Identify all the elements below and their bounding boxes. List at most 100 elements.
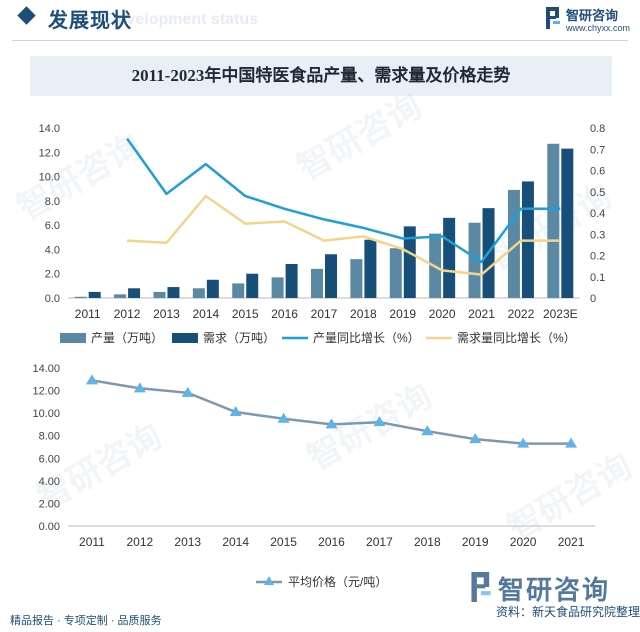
price-marker <box>517 437 530 448</box>
y-right-tick-label: 0 <box>590 293 596 305</box>
footer-tagline: 精品报告 · 专项定制 · 品质服务 <box>10 615 162 627</box>
price-marker <box>373 416 386 427</box>
demand-bar <box>128 288 141 298</box>
diamond-icon <box>17 6 36 25</box>
price-marker <box>277 412 290 423</box>
demand-bar <box>443 217 456 298</box>
page-footer: 精品报告 · 专项定制 · 品质服务 <box>0 604 640 632</box>
production-bar <box>74 296 87 298</box>
y-tick-label: 0.00 <box>39 521 60 533</box>
x-tick-label: 2018 <box>414 535 441 549</box>
demand-bar <box>167 287 180 298</box>
legend-marker <box>264 576 274 585</box>
y-left-tick-label: 12.0 <box>39 147 60 159</box>
x-tick-label: 2013 <box>174 535 201 549</box>
y-left-tick-label: 4.0 <box>45 244 60 256</box>
demand-bar <box>88 291 101 298</box>
demand-bar <box>325 254 337 298</box>
x-tick-label: 2012 <box>127 535 154 549</box>
y-right-tick-label: 0.4 <box>590 208 605 220</box>
y-tick-label: 10.00 <box>32 408 60 420</box>
y-right-tick-label: 0.8 <box>590 123 605 135</box>
production-bar <box>192 288 205 298</box>
chart-title: 2011-2023年中国特医食品产量、需求量及价格走势 <box>131 66 511 85</box>
x-tick-label: 2021 <box>468 307 495 321</box>
y-right-tick-label: 0.5 <box>590 187 605 199</box>
production-bar <box>507 189 520 298</box>
chart-title-banner: 2011-2023年中国特医食品产量、需求量及价格走势 <box>30 56 612 96</box>
y-left-tick-label: 6.0 <box>45 220 60 232</box>
y-left-tick-label: 0.0 <box>45 293 60 305</box>
x-tick-label: 2011 <box>79 535 105 549</box>
y-left-tick-label: 14.0 <box>39 123 60 135</box>
y-right-tick-label: 0.6 <box>590 166 605 178</box>
x-tick-label: 2020 <box>429 307 456 321</box>
demand-bar <box>246 273 259 298</box>
x-tick-label: 2023E <box>543 307 578 321</box>
production-bar <box>232 283 245 298</box>
x-tick-label: 2021 <box>558 535 585 549</box>
x-tick-label: 2019 <box>462 535 489 549</box>
production-bar <box>468 222 481 298</box>
y-left-tick-label: 8.0 <box>45 196 60 208</box>
average-price-chart: 0.00 2.00 4.00 6.00 8.00 10.00 12.00 14.00 2011 2… <box>32 363 595 589</box>
brand-mark-icon <box>546 7 560 29</box>
production-bar <box>389 248 402 298</box>
legend-label: 平均价格（元/吨） <box>288 574 387 589</box>
x-tick-label: 2016 <box>318 535 345 549</box>
price-marker <box>85 374 98 385</box>
y-right-tick-label: 0.3 <box>590 229 605 241</box>
corner-brand-name: 智研咨询 <box>498 575 611 605</box>
legend-swatch <box>60 333 86 343</box>
demand-bar <box>403 226 416 298</box>
y-tick-label: 6.00 <box>39 453 60 465</box>
y-tick-label: 12.00 <box>32 386 60 398</box>
brand-name: 智研咨询 <box>566 8 619 23</box>
brand-url: www.chyxx.com <box>566 23 631 33</box>
demand-bar <box>206 279 219 298</box>
production-bar <box>153 291 166 298</box>
production-growth-line <box>126 137 561 264</box>
legend-label: 产量（万吨） <box>91 331 163 345</box>
production-bar <box>271 277 284 298</box>
y-right-tick-label: 0.1 <box>590 272 605 284</box>
x-tick-label: 2016 <box>271 307 298 321</box>
x-tick-label: 2012 <box>114 307 141 321</box>
x-tick-label: 2013 <box>153 307 180 321</box>
price-marker <box>421 425 434 436</box>
source-note: 资料：新天食品研究院整理 <box>496 605 640 619</box>
x-tick-label: 2015 <box>270 535 297 549</box>
price-marker <box>133 382 146 393</box>
demand-bar <box>364 239 377 298</box>
section-title-en: Development status <box>106 11 259 28</box>
x-tick-label: 2011 <box>75 307 101 321</box>
x-tick-label: 2022 <box>508 307 535 321</box>
price-marker <box>229 406 242 417</box>
page-header: Development status 发展现状 智研咨询 www.chyxx.c… <box>0 0 640 42</box>
x-tick-label: 2014 <box>192 307 219 321</box>
x-tick-label: 2019 <box>389 307 416 321</box>
price-marker <box>565 437 578 448</box>
demand-bar <box>561 148 574 298</box>
price-marker <box>325 418 338 429</box>
section-title: 发展现状 <box>48 10 132 32</box>
x-tick-label: 2015 <box>232 307 259 321</box>
y-left-tick-label: 2.0 <box>45 269 60 281</box>
legend-label: 产量同比增长（%） <box>313 331 420 345</box>
x-tick-label: 2020 <box>510 535 537 549</box>
production-bar <box>350 259 363 298</box>
y-left-tick-label: 10.0 <box>39 172 60 184</box>
x-tick-label: 2017 <box>366 535 393 549</box>
legend-label: 需求（万吨） <box>203 331 275 345</box>
demand-bar <box>285 264 298 298</box>
legend-swatch <box>172 333 198 343</box>
price-line <box>91 379 571 445</box>
x-tick-label: 2018 <box>350 307 377 321</box>
price-marker <box>469 433 482 444</box>
x-tick-label: 2017 <box>311 307 338 321</box>
y-tick-label: 8.00 <box>39 431 60 443</box>
demand-growth-line <box>127 194 561 276</box>
y-tick-label: 2.00 <box>39 498 60 510</box>
production-demand-chart: 0.0 2.0 4.0 6.0 8.0 10.0 12.0 14.0 0 0.1 0.2 0.3 0.4… <box>39 123 606 345</box>
production-bar <box>547 143 560 298</box>
